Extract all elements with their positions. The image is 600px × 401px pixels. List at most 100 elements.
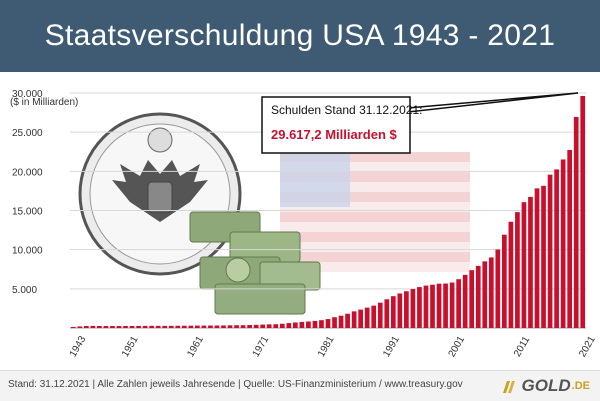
bar-1950: [116, 325, 122, 328]
bar-2012: [521, 202, 527, 328]
x-tick-label: 2011: [512, 334, 532, 359]
bar-2007: [488, 257, 494, 328]
bar-1987: [358, 309, 364, 328]
bar-1994: [404, 291, 409, 328]
annotation-box: [261, 96, 411, 154]
bar-2009: [502, 234, 507, 328]
bar-1947: [97, 325, 102, 328]
bar-1953: [136, 325, 141, 328]
bar-1944: [77, 326, 83, 328]
bar-2008: [495, 249, 501, 328]
bar-1998: [430, 284, 435, 328]
bar-1986: [351, 311, 357, 328]
bar-1958: [168, 325, 174, 328]
y-tick-label: 30.000: [12, 89, 43, 100]
bar-1991: [384, 299, 390, 328]
bar-2000: [443, 283, 448, 328]
bar-1967: [227, 325, 233, 328]
bar-2003: [462, 274, 468, 328]
x-axis: 1943 1951 1961 1971 1981 1991 2001 2011 2021: [68, 334, 598, 359]
annotation: Schulden Stand 31.12.2021: 29.617,2 Mill…: [261, 92, 579, 154]
bar-1978: [299, 321, 305, 328]
background-illustrations: [78, 112, 470, 315]
bar-1963: [201, 325, 207, 328]
bars: [70, 96, 586, 329]
bar-1993: [397, 293, 403, 328]
bar-1970: [247, 325, 252, 328]
annotation-label: Schulden Stand 31.12.2021:: [271, 103, 422, 117]
bar-1995: [410, 289, 416, 328]
x-tick-label: 1951: [120, 334, 141, 359]
x-tick-label: 2001: [447, 334, 468, 359]
y-tick-label: 5.000: [12, 285, 37, 296]
bar-2018: [560, 159, 566, 328]
bar-1964: [208, 325, 213, 328]
bar-1954: [142, 325, 148, 328]
bar-1979: [306, 321, 311, 328]
bar-1965: [214, 325, 220, 328]
bar-2021: [580, 96, 586, 328]
x-tick-label: 1961: [185, 334, 206, 359]
bar-2011: [515, 212, 520, 328]
y-tick-label: 25.000: [12, 128, 43, 139]
y-axis: ($ in Milliarden) 30.000 25.000 20.000 15.0…: [10, 89, 78, 296]
bar-1974: [273, 324, 279, 328]
bar-1969: [240, 325, 246, 328]
bar-1976: [286, 323, 292, 328]
bar-1957: [162, 325, 168, 328]
bar-2013: [528, 196, 533, 328]
bar-2002: [456, 279, 461, 328]
bar-2020: [573, 116, 579, 329]
y-tick-label: 20.000: [12, 167, 43, 178]
annotation-value: 29.617,2 Milliarden $: [271, 127, 398, 142]
bar-1981: [319, 320, 324, 328]
bar-1997: [423, 285, 429, 328]
bar-1943: [70, 326, 76, 328]
bar-1948: [103, 326, 109, 328]
bar-1996: [417, 287, 422, 328]
bar-1946: [90, 325, 96, 328]
bar-1952: [129, 325, 135, 328]
y-unit-label: ($ in Milliarden): [10, 97, 78, 108]
bar-1988: [364, 307, 370, 328]
footer: Stand: 31.12.2021 | Alle Zahlen jeweils …: [0, 370, 600, 401]
bar-1980: [312, 320, 318, 328]
bar-1949: [110, 326, 115, 328]
money-stacks-image: [189, 211, 321, 315]
bar-1960: [181, 325, 187, 328]
bar-2006: [482, 261, 488, 328]
bar-1945: [83, 325, 89, 328]
bar-2016: [547, 174, 553, 328]
x-tick-label: 1991: [381, 334, 402, 359]
bar-1977: [292, 322, 298, 328]
bar-1959: [175, 325, 181, 328]
bar-1990: [377, 302, 383, 328]
bar-1985: [345, 313, 350, 328]
bar-1983: [332, 317, 337, 328]
bar-1992: [390, 296, 396, 328]
bar-2019: [567, 150, 573, 328]
bar-1961: [188, 325, 194, 328]
bar-1956: [155, 325, 161, 328]
x-tick-label: 1981: [316, 334, 337, 359]
chart-title: Staatsverschuldung USA 1943 - 2021: [44, 19, 556, 52]
bar-1962: [195, 325, 200, 328]
bar-2017: [554, 169, 559, 328]
bar-1989: [371, 305, 377, 328]
bar-1951: [123, 326, 128, 328]
y-tick-label: 10.000: [12, 246, 43, 257]
title-bar: Staatsverschuldung USA 1943 - 2021: [0, 0, 600, 72]
bar-1955: [149, 325, 154, 328]
bar-2005: [475, 265, 481, 328]
bar-1999: [436, 283, 442, 328]
bar-2001: [449, 282, 455, 328]
bar-1984: [338, 315, 344, 328]
us-flag-image: [280, 152, 470, 272]
x-tick-label: 2021: [577, 334, 598, 359]
logo-suffix: .DE: [571, 380, 590, 392]
gold-de-logo: GOLD .DE: [501, 375, 590, 397]
bar-1982: [325, 319, 331, 328]
x-tick-label: 1943: [68, 334, 89, 359]
bar-1975: [279, 323, 285, 328]
